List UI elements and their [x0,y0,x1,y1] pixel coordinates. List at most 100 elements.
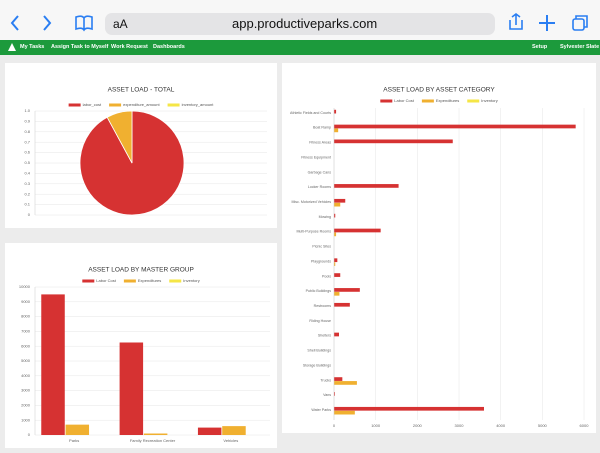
x-tick-label: 0 [333,423,336,428]
user-menu[interactable]: Sylvester Slate [560,44,600,50]
y-tick-label: Athletic Fields and Courts [290,111,331,115]
bar [334,410,355,415]
tabs-button[interactable] [572,18,585,31]
y-tick-label: Public Buildings [306,289,332,293]
bookmarks-button[interactable] [75,15,93,32]
legend-swatch [109,103,122,107]
chart-title: ASSET LOAD - TOTAL [108,87,175,94]
y-tick-label: 0.3 [24,181,30,186]
legend-label: Expenditures [436,98,459,103]
x-tick-label: 6000 [580,423,590,428]
legend-swatch [169,279,182,283]
card: ASSET LOAD BY MASTER GROUP Labor Cost Expe… [5,243,277,448]
bar [65,424,90,435]
legend-swatch [82,279,95,283]
legend-label: Labor Cost [394,98,414,103]
back-button[interactable] [10,15,19,31]
bar [334,332,339,337]
browser-toolbar: aA app.productiveparks.com [0,0,600,40]
y-tick-label: 0 [28,212,31,217]
y-tick-label: Shell Buildings [307,349,331,353]
bar [334,262,336,266]
bar [119,342,144,435]
legend-swatch [467,99,480,103]
chart: ASSET LOAD - TOTAL labor_cost expenditure_… [24,87,267,217]
legend-label: expenditure_amount [123,102,160,107]
legend-label: inventory_amount [182,102,215,107]
logo[interactable] [7,43,17,53]
y-tick-label: Storage Buildings [303,363,331,367]
legend-label: Expenditures [138,278,161,283]
y-tick-label: 5000 [21,358,31,363]
x-tick-label: 5000 [538,423,548,428]
y-tick-label: Multi-Purpose Rooms [296,230,331,234]
setup-link[interactable]: Setup [532,44,548,50]
y-tick-label: 7000 [21,328,31,333]
y-tick-label: 4000 [21,373,31,378]
x-tick-label: 4000 [496,423,506,428]
chart-title: ASSET LOAD BY ASSET CATEGORY [383,87,495,94]
chart-title: ASSET LOAD BY MASTER GROUP [88,267,194,274]
pie-slice [106,110,133,164]
nav-link[interactable]: My Tasks [20,44,45,50]
x-tick-label: Vehicles [223,438,238,443]
bar [334,109,337,114]
bar [334,291,340,296]
y-tick-label: Mowing [319,215,331,219]
forward-button[interactable] [43,15,52,31]
url: app.productiveparks.com [232,16,378,31]
bar [334,198,346,203]
x-tick-label: 3000 [455,423,465,428]
y-tick-label: 0.5 [24,160,30,165]
y-tick-label: Playgrounds [311,259,331,263]
y-tick-label: 6000 [21,343,31,348]
address-bar[interactable] [105,13,495,35]
x-tick-label: Parks [69,438,79,443]
card: ASSET LOAD BY ASSET CATEGORY Labor Cost Ex… [282,63,596,433]
legend-label: labor_cost [83,102,102,107]
y-tick-label: Water Parks [311,408,331,412]
legend-label: Labor Cost [96,278,116,283]
bar [197,427,222,435]
chart: ASSET LOAD BY ASSET CATEGORY Labor Cost Ex… [290,87,590,428]
y-tick-label: 2000 [21,402,31,407]
bar [334,202,341,207]
legend-swatch [421,99,434,103]
share-button[interactable] [509,13,523,30]
y-tick-label: 1.0 [24,108,30,113]
bar [334,392,335,396]
y-tick-label: 0.7 [24,139,30,144]
bar [334,228,381,233]
text-size-button[interactable]: aA [113,17,128,31]
y-tick-label: Fitness Areas [309,141,331,145]
nav-link[interactable]: Work Request [111,44,148,50]
bar [334,406,484,411]
y-tick-label: 0.1 [24,202,30,207]
bar [334,258,338,263]
y-tick-label: 9000 [21,299,31,304]
y-tick-label: Misc. Motorized Vehicles [291,200,331,204]
bar [334,232,337,237]
y-tick-label: 0.2 [24,191,30,196]
legend-swatch [167,103,180,107]
bar [334,124,576,129]
legend-label: Inventory [183,278,199,283]
legend-swatch [123,279,136,283]
y-tick-label: Fitness Equipment [301,155,331,159]
chart: ASSET LOAD BY MASTER GROUP Labor Cost Expe… [19,267,270,443]
bar [222,426,246,435]
bar [334,213,336,218]
y-tick-label: Garbage Cans [308,170,332,174]
y-tick-label: Pools [322,274,331,278]
nav-link[interactable]: Assign Task to Myself [51,44,109,50]
new-tab-button[interactable] [539,15,555,31]
legend-label: Inventory [481,98,497,103]
bar [334,381,357,385]
nav-bar: My Tasks Assign Task to Myself Work Requ… [0,40,600,55]
x-tick-label: Family Recreation Center [130,438,176,443]
card: ASSET LOAD - TOTAL labor_cost expenditure_… [5,63,277,228]
tabs-button-back [575,15,588,28]
y-tick-label: 1000 [21,417,31,422]
nav-link[interactable]: Dashboards [153,44,185,50]
